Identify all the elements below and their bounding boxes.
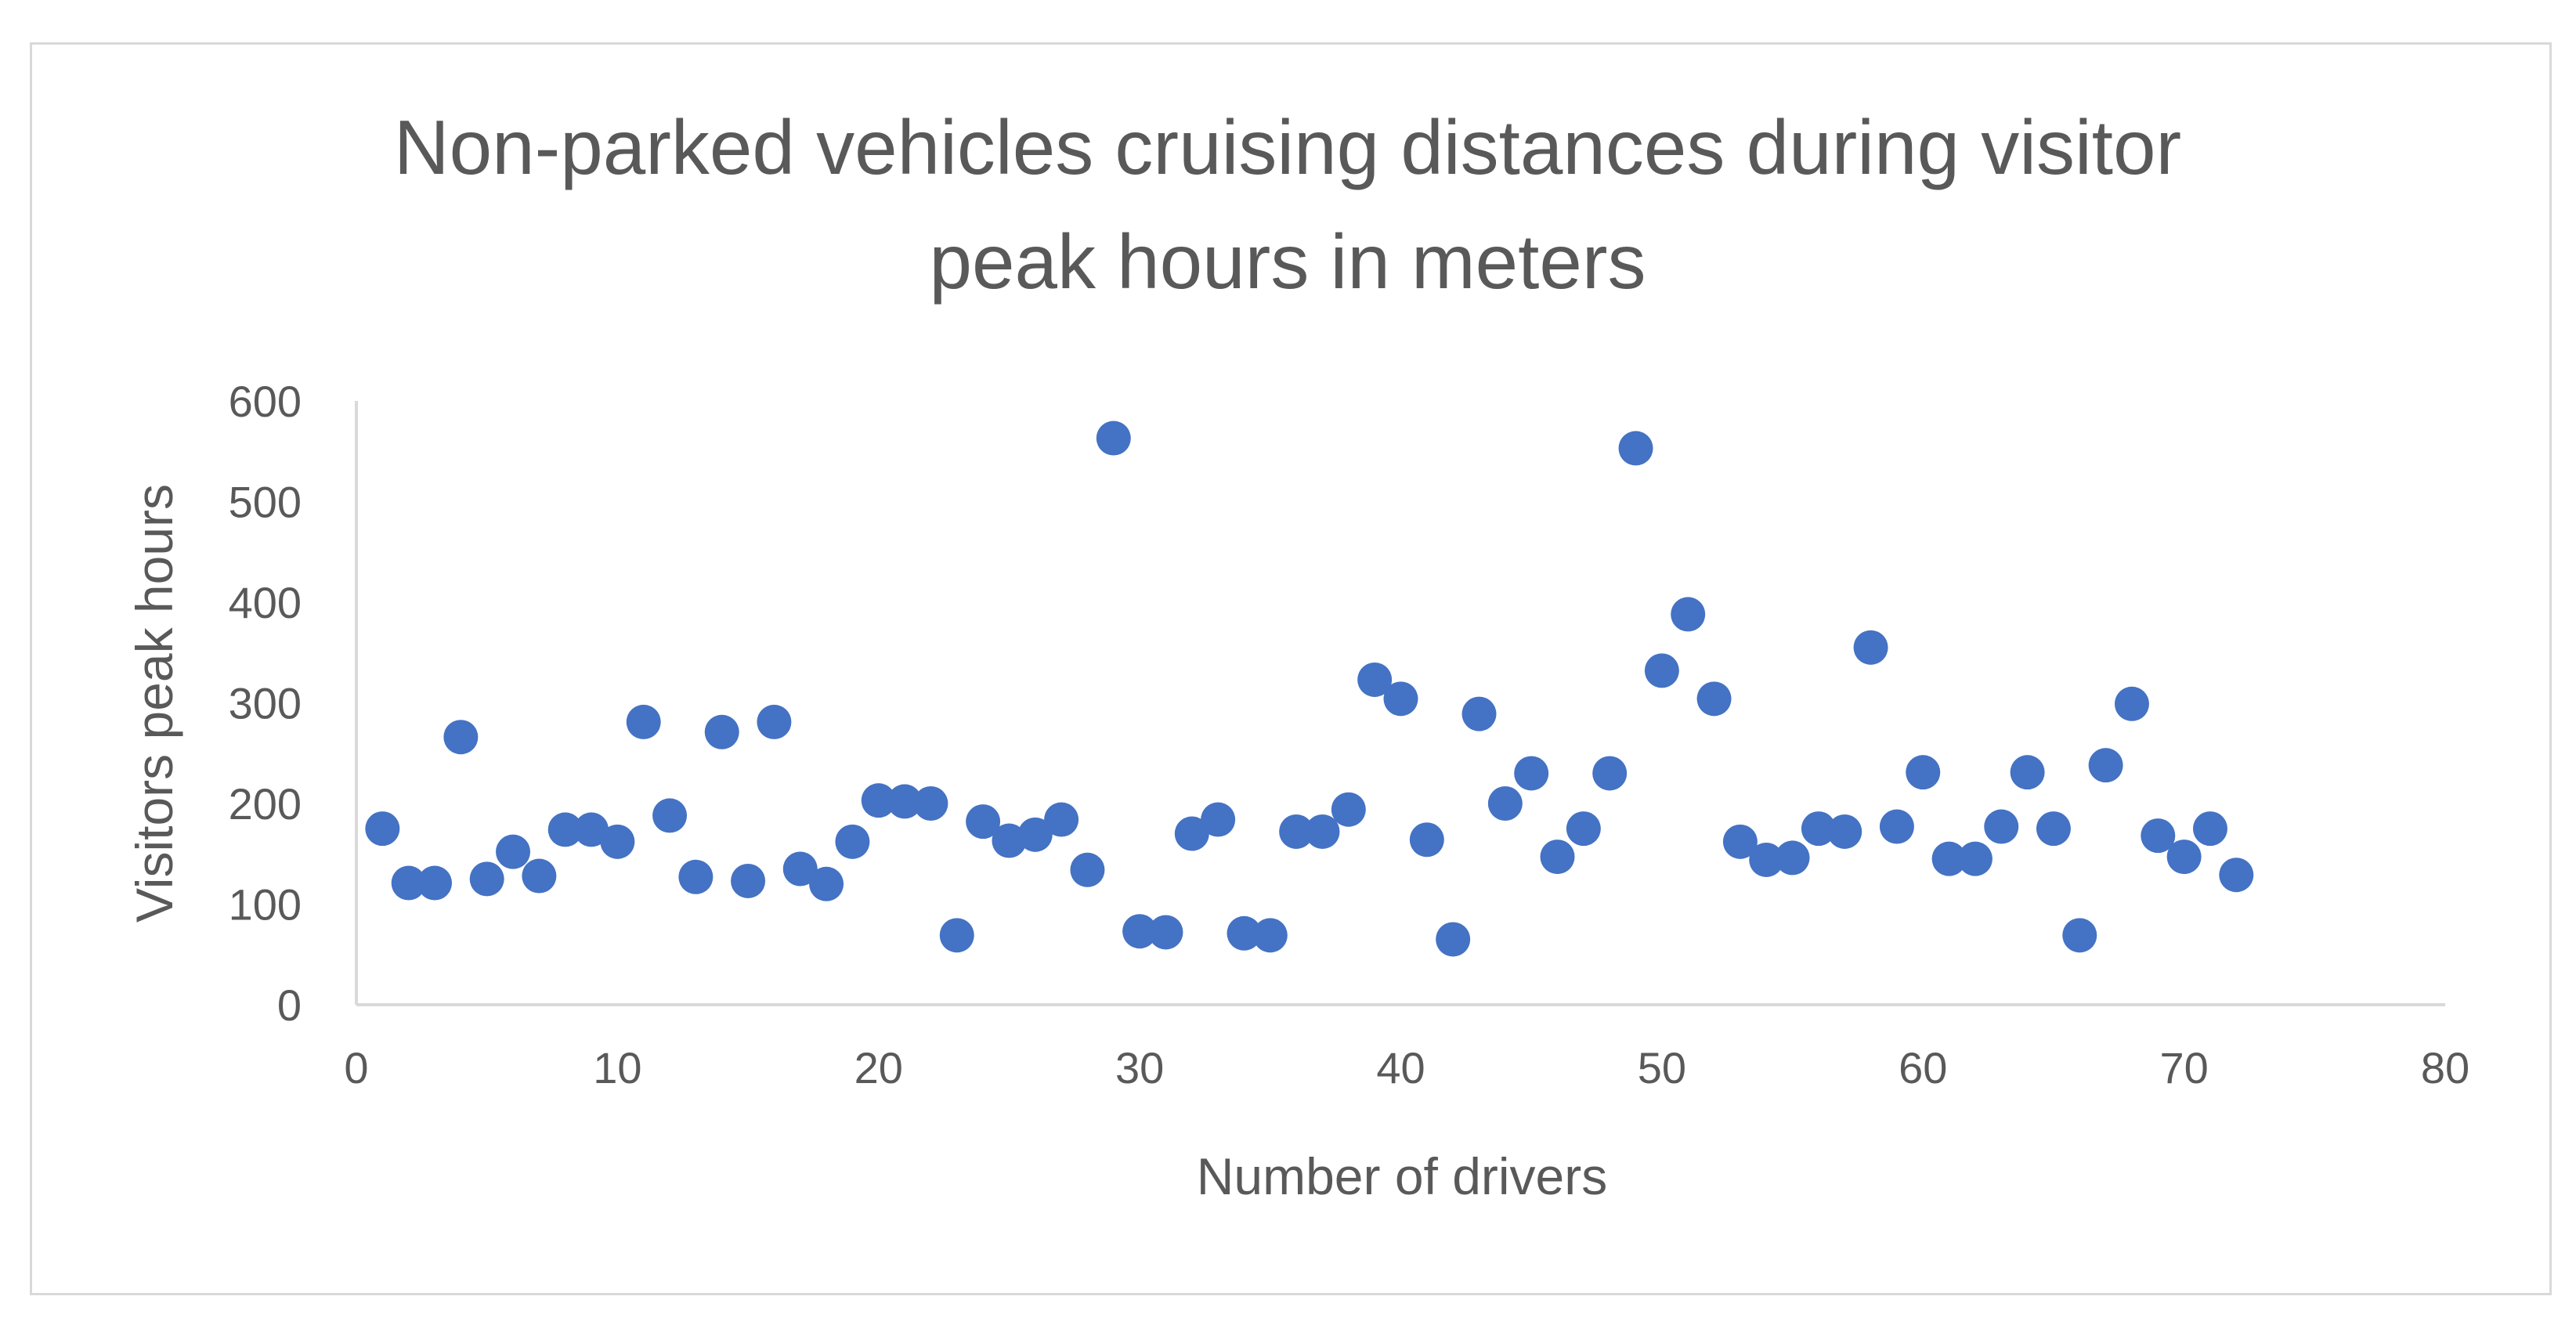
x-tick-label: 60 bbox=[1899, 1043, 1947, 1092]
data-point bbox=[1957, 841, 1993, 876]
data-point bbox=[522, 858, 557, 894]
data-point bbox=[1592, 756, 1628, 791]
data-point bbox=[1409, 822, 1444, 858]
data-point bbox=[1279, 814, 1314, 849]
data-point bbox=[1017, 817, 1053, 852]
data-point bbox=[2219, 858, 2254, 893]
data-point bbox=[835, 824, 870, 859]
y-tick-label: 100 bbox=[229, 880, 302, 930]
chart-title-line-1: Non-parked vehicles cruising distances d… bbox=[394, 104, 2181, 190]
data-point bbox=[1644, 653, 1679, 688]
data-point bbox=[2036, 811, 2071, 847]
data-point bbox=[704, 714, 739, 749]
data-point bbox=[2114, 686, 2149, 721]
data-point bbox=[1696, 681, 1732, 717]
data-point bbox=[992, 823, 1027, 858]
data-point bbox=[1514, 756, 1549, 791]
data-point bbox=[887, 784, 923, 819]
data-point bbox=[1566, 811, 1601, 847]
x-axis-label: Number of drivers bbox=[1197, 1147, 1608, 1205]
x-tick-label: 10 bbox=[593, 1043, 641, 1092]
data-point bbox=[1383, 681, 1418, 717]
data-point bbox=[1906, 755, 1941, 790]
y-tick-label: 0 bbox=[277, 980, 302, 1030]
data-point bbox=[966, 804, 1001, 840]
data-point bbox=[1305, 814, 1340, 849]
data-point bbox=[600, 824, 635, 859]
data-point bbox=[2141, 818, 2176, 854]
data-point bbox=[1122, 914, 1158, 949]
data-point bbox=[1487, 786, 1523, 821]
data-point bbox=[1044, 802, 1079, 837]
data-point bbox=[1070, 852, 1105, 887]
x-tick-label: 20 bbox=[854, 1043, 903, 1092]
data-point bbox=[1096, 421, 1131, 456]
data-point bbox=[417, 865, 453, 901]
data-point bbox=[1148, 915, 1183, 950]
data-point bbox=[2088, 748, 2123, 783]
data-point bbox=[1252, 918, 1288, 953]
data-point bbox=[1931, 841, 1967, 876]
data-point bbox=[1671, 597, 1706, 632]
y-tick-label: 400 bbox=[229, 578, 302, 627]
data-point bbox=[2010, 755, 2045, 790]
data-point bbox=[1749, 842, 1784, 877]
data-point bbox=[1461, 696, 1497, 731]
chart-frame bbox=[30, 42, 2552, 1295]
data-point bbox=[1618, 431, 1653, 466]
x-tick-label: 70 bbox=[2159, 1043, 2208, 1092]
data-point bbox=[731, 863, 766, 898]
x-tick-label: 0 bbox=[344, 1043, 368, 1092]
data-point bbox=[757, 704, 792, 739]
data-point bbox=[1775, 840, 1810, 876]
y-tick-label: 300 bbox=[229, 679, 302, 728]
data-point bbox=[782, 851, 818, 886]
data-point bbox=[469, 861, 504, 897]
data-point bbox=[1853, 630, 1888, 665]
y-tick-label: 200 bbox=[229, 779, 302, 829]
data-point bbox=[1436, 922, 1471, 957]
data-point bbox=[1331, 792, 1366, 827]
chart-title-line-2: peak hours in meters bbox=[929, 218, 1646, 305]
data-point bbox=[1227, 915, 1262, 951]
data-point bbox=[574, 812, 609, 847]
data-point bbox=[1357, 662, 1393, 697]
data-point bbox=[443, 720, 479, 755]
data-point bbox=[626, 704, 661, 739]
x-tick-label: 30 bbox=[1115, 1043, 1164, 1092]
data-point bbox=[861, 783, 896, 818]
data-point bbox=[1801, 811, 1836, 847]
y-tick-label: 500 bbox=[229, 478, 302, 527]
x-axis-tick-labels: 0 10 20 30 40 50 60 70 80 bbox=[344, 1043, 2469, 1092]
data-point bbox=[1879, 809, 1914, 844]
data-point bbox=[809, 866, 844, 901]
data-point bbox=[678, 859, 714, 894]
chart-title: Non-parked vehicles cruising distances d… bbox=[394, 104, 2181, 305]
x-tick-label: 80 bbox=[2421, 1043, 2469, 1092]
data-point bbox=[652, 798, 688, 833]
data-point bbox=[2166, 840, 2202, 875]
data-point bbox=[1984, 809, 2019, 844]
data-points bbox=[365, 421, 2254, 957]
y-axis-label: Visitors peak hours bbox=[125, 484, 183, 923]
data-point bbox=[2062, 918, 2097, 953]
data-point bbox=[391, 865, 426, 901]
data-point bbox=[1540, 840, 1575, 875]
data-point bbox=[939, 918, 974, 953]
data-point bbox=[1827, 814, 1862, 849]
y-tick-label: 600 bbox=[229, 377, 302, 426]
x-tick-label: 50 bbox=[1638, 1043, 1686, 1092]
data-point bbox=[365, 811, 400, 847]
data-point bbox=[2192, 811, 2227, 847]
data-point bbox=[913, 786, 948, 821]
data-point bbox=[1201, 802, 1236, 837]
data-point bbox=[1174, 816, 1209, 851]
data-point bbox=[496, 834, 531, 869]
x-tick-label: 40 bbox=[1376, 1043, 1425, 1092]
y-axis-tick-labels: 0 100 200 300 400 500 600 bbox=[229, 377, 302, 1030]
data-point bbox=[1722, 824, 1758, 859]
data-point bbox=[547, 812, 583, 847]
